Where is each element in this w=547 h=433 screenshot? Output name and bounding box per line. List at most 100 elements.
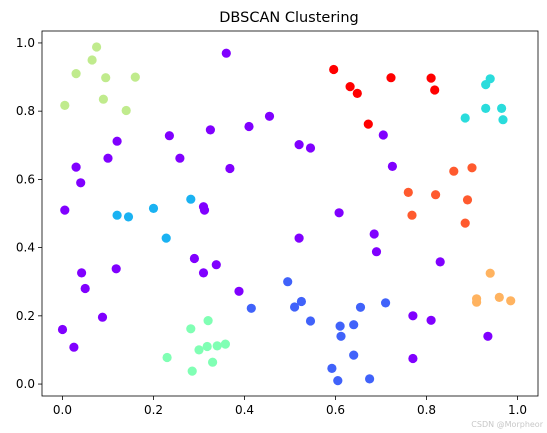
x-axis: 0.0 0.2 0.4 0.6 0.8 1.0 (53, 396, 527, 417)
data-point (369, 229, 379, 239)
data-point (467, 163, 477, 173)
data-point (408, 353, 418, 364)
data-point (186, 194, 196, 204)
data-point (212, 341, 222, 351)
data-point (148, 203, 159, 213)
data-point (333, 376, 343, 386)
data-point (97, 312, 108, 322)
watermark: CSDN @Morpheor (471, 420, 543, 429)
data-point (234, 286, 244, 296)
data-point (305, 316, 316, 326)
data-point (60, 100, 70, 110)
data-point (387, 161, 397, 171)
data-point (130, 72, 140, 82)
data-point (497, 103, 507, 113)
x-tick-label: 0.2 (144, 403, 163, 417)
data-point (327, 363, 337, 373)
data-point (164, 131, 174, 141)
data-point (294, 233, 304, 243)
data-point (208, 357, 218, 367)
data-point (76, 178, 86, 188)
data-point (187, 366, 197, 376)
data-point (371, 247, 382, 257)
data-point (225, 163, 235, 174)
data-point (112, 136, 122, 146)
data-point (87, 55, 97, 65)
data-point (462, 195, 473, 205)
x-tick-label: 0.0 (53, 403, 72, 417)
data-point (481, 103, 491, 113)
data-point (98, 94, 108, 104)
data-point (186, 324, 196, 334)
data-point (386, 73, 396, 83)
data-point (246, 303, 256, 313)
data-point (381, 298, 391, 308)
data-point (355, 302, 366, 312)
data-point (80, 283, 90, 294)
x-tick-label: 0.4 (235, 403, 254, 417)
data-point (305, 143, 316, 153)
chart-title: DBSCAN Clustering (219, 10, 358, 26)
data-point (123, 212, 134, 222)
data-point (472, 297, 482, 307)
data-point (71, 162, 81, 172)
data-point (349, 320, 359, 330)
data-point (435, 257, 445, 267)
data-point (162, 352, 172, 363)
data-point (426, 73, 436, 83)
data-point (264, 111, 275, 121)
data-point (92, 42, 102, 52)
data-point (449, 166, 459, 176)
data-point (483, 331, 493, 341)
data-point (189, 253, 199, 264)
data-point (290, 302, 300, 312)
y-tick-label: 0.8 (16, 104, 35, 118)
data-point (426, 315, 436, 325)
data-point (494, 292, 504, 302)
data-point (506, 296, 516, 306)
data-point (349, 350, 359, 360)
data-point (60, 205, 70, 215)
data-point (175, 153, 185, 163)
plot-frame (41, 30, 539, 397)
data-point (335, 321, 345, 331)
data-point (485, 268, 495, 278)
data-point (363, 119, 373, 129)
data-point (202, 341, 212, 352)
data-point (103, 153, 113, 163)
data-point (408, 311, 418, 321)
data-point (220, 339, 230, 349)
data-point (431, 190, 441, 200)
y-tick-label: 0.2 (16, 309, 35, 323)
data-point (365, 374, 375, 384)
data-point (460, 218, 470, 228)
data-point (161, 233, 171, 243)
x-tick-label: 0.6 (326, 403, 345, 417)
data-point (283, 277, 293, 287)
data-point (211, 260, 221, 270)
data-point (485, 74, 495, 84)
y-tick-label: 1.0 (16, 36, 35, 50)
data-point (345, 82, 355, 92)
data-point (352, 88, 362, 98)
data-point (71, 69, 81, 79)
y-axis: 0.0 0.2 0.4 0.6 0.8 1.0 (16, 36, 42, 391)
data-point (430, 85, 440, 95)
data-point (203, 316, 213, 326)
data-point (334, 208, 344, 218)
data-point (77, 268, 87, 278)
data-point (205, 125, 215, 135)
data-point (296, 296, 306, 307)
data-point (498, 115, 508, 125)
data-point (199, 205, 210, 215)
data-point (378, 130, 388, 140)
x-tick-label: 1.0 (508, 403, 527, 417)
y-tick-label: 0.6 (16, 172, 35, 186)
data-point (194, 345, 204, 355)
data-point (244, 121, 254, 132)
data-point (69, 342, 79, 352)
y-tick-label: 0.0 (16, 377, 35, 391)
data-point (329, 64, 339, 75)
data-point (198, 268, 209, 278)
